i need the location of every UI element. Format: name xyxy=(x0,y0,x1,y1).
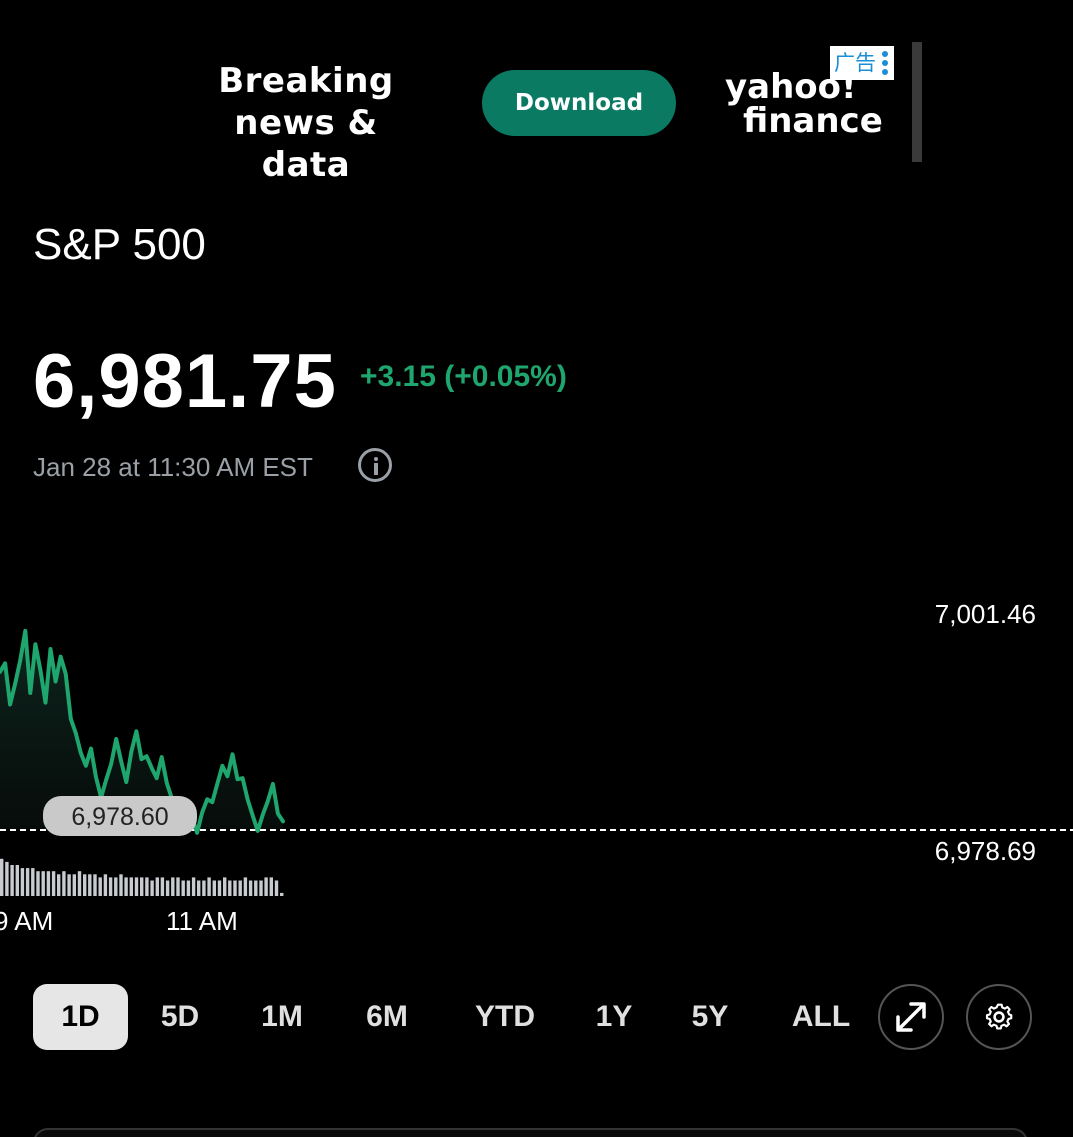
volume-bars xyxy=(0,858,284,896)
volume-bar xyxy=(186,880,191,896)
volume-bar xyxy=(217,880,222,896)
volume-bar xyxy=(31,868,35,896)
ad-headline-line1: Breaking xyxy=(218,61,394,101)
volume-bar xyxy=(145,877,149,896)
volume-bar xyxy=(0,858,4,896)
volume-bar xyxy=(176,877,180,896)
ad-choices-badge[interactable]: 广告 xyxy=(830,46,894,80)
price-area xyxy=(0,630,283,833)
more-vertical-icon[interactable] xyxy=(882,51,888,75)
volume-bar xyxy=(264,877,268,896)
volume-bar xyxy=(259,880,263,896)
volume-bar xyxy=(62,871,66,896)
volume-bar xyxy=(124,877,128,896)
volume-bar xyxy=(233,880,237,896)
yahoo-finance-logo: yahoo! finance xyxy=(725,70,883,138)
volume-bar xyxy=(238,880,242,896)
crosshair-value-label: 6,978.60 xyxy=(71,803,168,831)
volume-bar xyxy=(202,880,206,896)
volume-bar xyxy=(67,874,71,896)
expand-chart-button[interactable] xyxy=(878,984,944,1050)
volume-bar xyxy=(108,877,113,896)
ad-banner[interactable]: Breaking news & data Download yahoo! fin… xyxy=(150,42,922,185)
volume-bar xyxy=(57,874,61,896)
index-name: S&P 500 xyxy=(33,220,206,269)
volume-bar xyxy=(150,880,154,896)
x-axis-label-9am: 9 AM xyxy=(0,906,53,936)
volume-bar xyxy=(5,861,9,896)
y-axis-label-high: 7,001.46 xyxy=(935,599,1036,629)
volume-bar xyxy=(36,871,40,896)
volume-bar xyxy=(15,865,19,896)
volume-bar xyxy=(46,871,51,896)
volume-bar xyxy=(165,880,170,896)
volume-bar xyxy=(269,877,273,896)
range-tab-1m[interactable]: 1M xyxy=(237,984,327,1050)
volume-bar xyxy=(181,880,185,896)
volume-bar xyxy=(98,877,102,896)
volume-bar xyxy=(114,877,118,896)
volume-bar xyxy=(248,880,253,896)
volume-bar xyxy=(20,868,25,896)
expand-icon xyxy=(896,1002,926,1032)
volume-bar xyxy=(134,877,139,896)
range-tab-all[interactable]: ALL xyxy=(773,984,869,1050)
volume-bar xyxy=(93,874,97,896)
volume-bar xyxy=(88,874,92,896)
quote-timestamp: Jan 28 at 11:30 AM EST xyxy=(33,452,313,482)
gear-icon xyxy=(985,1003,1013,1030)
crosshair-value-pill: 6,978.60 xyxy=(43,796,197,836)
chart-settings-button[interactable] xyxy=(966,984,1032,1050)
ad-brand-line2: finance xyxy=(743,101,883,141)
volume-bar xyxy=(119,874,123,896)
range-tab-1d[interactable]: 1D xyxy=(33,984,128,1050)
volume-bar xyxy=(191,877,196,896)
volume-bar xyxy=(280,892,284,896)
ad-download-button[interactable]: Download xyxy=(482,70,676,136)
price-line xyxy=(0,628,285,835)
volume-bar xyxy=(155,877,159,896)
volume-bar xyxy=(212,880,216,896)
volume-bar xyxy=(243,877,248,896)
ad-headline: Breaking news & data xyxy=(186,60,426,186)
current-price: 6,981.75 xyxy=(33,339,337,424)
volume-bar xyxy=(41,871,45,896)
volume-bar xyxy=(51,871,56,896)
ad-headline-line2: news & data xyxy=(234,103,378,185)
volume-bar xyxy=(77,871,82,896)
volume-bar xyxy=(254,880,258,896)
ad-scrollbar[interactable] xyxy=(912,42,922,162)
range-selector: 1D 5D 1M 6M YTD 1Y 5Y ALL xyxy=(33,984,1033,1050)
volume-bar xyxy=(171,877,175,896)
bottom-panel-edge xyxy=(33,1128,1028,1137)
volume-bar xyxy=(207,877,211,896)
volume-bar xyxy=(140,877,144,896)
volume-bar xyxy=(129,877,133,896)
range-tab-5y[interactable]: 5Y xyxy=(669,984,751,1050)
volume-bar xyxy=(223,877,227,896)
volume-bar xyxy=(10,865,14,896)
price-change: +3.15 (+0.05%) xyxy=(360,360,567,393)
x-axis-label-11am: 11 AM xyxy=(166,906,238,936)
crosshair-pill-background xyxy=(43,796,197,836)
volume-bar xyxy=(83,874,87,896)
volume-bar xyxy=(197,880,201,896)
ad-choices-label: 广告 xyxy=(834,51,876,75)
volume-bar xyxy=(228,880,232,896)
volume-bar xyxy=(274,880,279,896)
range-tab-5d[interactable]: 5D xyxy=(135,984,225,1050)
volume-bar xyxy=(72,874,76,896)
volume-bar xyxy=(103,874,108,896)
range-tab-1y[interactable]: 1Y xyxy=(573,984,655,1050)
info-icon[interactable] xyxy=(358,448,392,482)
volume-bar xyxy=(160,877,165,896)
range-tab-ytd[interactable]: YTD xyxy=(455,984,555,1050)
price-chart[interactable]: 6,978.60 7,001.46 6,978.69 9 AM 11 AM xyxy=(0,560,1073,960)
range-tab-6m[interactable]: 6M xyxy=(341,984,433,1050)
y-axis-label-low: 6,978.69 xyxy=(935,836,1036,866)
volume-bar xyxy=(25,868,30,896)
